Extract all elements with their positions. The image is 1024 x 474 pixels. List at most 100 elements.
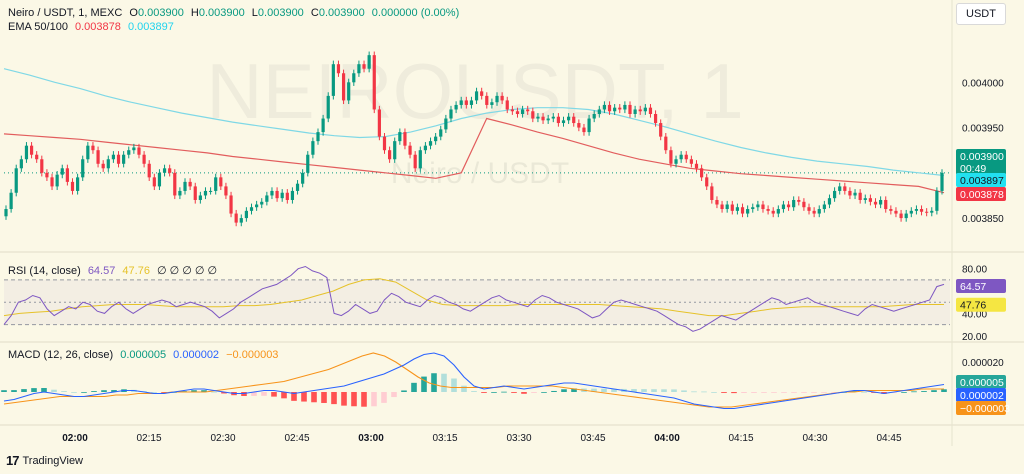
candle-body <box>812 210 816 214</box>
candle-body <box>434 136 438 142</box>
macd-histogram-bar <box>261 392 267 396</box>
candle-body <box>689 159 693 164</box>
candle-body <box>515 111 520 114</box>
rsi-legend: RSI (14, close) 64.57 47.76 ∅ ∅ ∅ ∅ ∅ <box>8 264 221 277</box>
candle-body <box>270 190 274 196</box>
rsi-ma-value: 47.76 <box>122 265 150 277</box>
candle-body <box>730 204 734 211</box>
currency-button[interactable]: USDT <box>956 3 1006 25</box>
candle-body <box>224 186 228 196</box>
tradingview-brand[interactable]: 17 TradingView <box>6 453 83 468</box>
macd-histogram-bar <box>281 392 287 399</box>
macd-signal-line <box>3 352 944 408</box>
candle-body <box>618 107 622 110</box>
macd-histogram-bar <box>631 389 637 392</box>
candle-body <box>520 109 525 114</box>
macd-line <box>3 352 945 410</box>
macd-histogram-bar <box>661 389 667 392</box>
candle-body <box>193 186 197 200</box>
macd-histogram-bar <box>861 391 867 393</box>
macd-histogram-bar <box>271 392 277 397</box>
rsi-axis-tick: 40.00 <box>962 309 987 320</box>
candle-body <box>469 100 474 105</box>
svg-text:47.76: 47.76 <box>960 300 986 312</box>
candle-body <box>14 168 18 193</box>
candle-body <box>607 104 612 112</box>
candle-body <box>183 181 187 191</box>
candle-body <box>280 192 284 199</box>
candle-body <box>188 181 192 187</box>
candle-body <box>868 198 872 202</box>
rsi-ma-tag: 47.76 <box>956 297 1006 312</box>
svg-text:00:49: 00:49 <box>960 163 986 175</box>
candle-body <box>474 91 479 101</box>
candle-body <box>423 145 428 151</box>
candle-body <box>858 192 862 200</box>
candle-body <box>648 107 653 114</box>
macd-histogram-bar <box>641 389 647 392</box>
candle-body <box>336 64 341 74</box>
macd-histogram-bar <box>291 392 297 401</box>
candle-body <box>331 64 335 96</box>
candle-body <box>638 109 642 112</box>
macd-histogram-bar <box>741 392 747 394</box>
candle-body <box>214 177 218 191</box>
candle-body <box>449 109 453 119</box>
macd-histogram-bar <box>411 382 417 392</box>
candle-body <box>735 207 740 211</box>
candle-body <box>587 118 591 133</box>
candle-body <box>459 100 463 105</box>
candle-body <box>367 55 371 69</box>
candle-body <box>643 107 647 112</box>
svg-text:0.003900: 0.003900 <box>960 151 1004 163</box>
macd-histogram-bar <box>821 392 827 393</box>
macd-histogram-bar <box>401 390 407 392</box>
rsi-line <box>3 265 945 332</box>
candle-body <box>930 210 934 213</box>
candle-body <box>838 186 842 191</box>
candle-body <box>653 113 658 124</box>
candle-body <box>326 95 330 119</box>
rsi-extra: ∅ ∅ ∅ ∅ ∅ <box>157 265 218 277</box>
macd-histogram-bar <box>91 391 97 392</box>
candle-body <box>96 150 100 164</box>
svg-text:0.000005: 0.000005 <box>960 377 1004 389</box>
macd-histogram-bar <box>571 388 577 392</box>
macd-histogram-bar <box>421 376 427 392</box>
candle-body <box>817 209 821 214</box>
macd-histogram-bar <box>31 388 37 392</box>
candle-body <box>766 209 770 211</box>
macd-histogram-bar <box>831 392 837 393</box>
macd-histogram-bar <box>71 392 77 393</box>
svg-text:0.000002: 0.000002 <box>960 390 1004 402</box>
watermark-symbol: NEIROUSDT, 1 <box>206 47 743 135</box>
time-axis-tick: 04:30 <box>802 433 827 444</box>
candle-body <box>843 186 847 191</box>
macd-histogram-bar <box>301 392 307 402</box>
candle-body <box>29 145 34 155</box>
time-axis-tick: 04:15 <box>728 433 753 444</box>
watermark-name: Neiro / USDT <box>391 157 569 190</box>
macd-histogram-bar <box>731 392 737 394</box>
rsi-axis-tick: 80.00 <box>962 265 987 276</box>
candle-body <box>684 154 688 160</box>
candle-body <box>178 190 182 196</box>
candle-body <box>802 201 806 208</box>
candle-body <box>700 168 704 178</box>
candle-body <box>249 207 254 211</box>
ema-label: EMA 50/100 <box>8 21 68 33</box>
candle-body <box>24 145 29 160</box>
candle-body <box>832 190 837 199</box>
macd-histogram-bar <box>431 373 437 392</box>
candle-body <box>275 190 279 199</box>
pair-label: Neiro / USDT, 1, MEXC <box>8 7 123 19</box>
ema50-line <box>3 117 945 194</box>
macd-histogram-bar <box>11 390 17 392</box>
macd-histogram-bar <box>451 378 457 392</box>
candle-body <box>393 141 397 160</box>
macd-histogram-bar <box>701 391 707 393</box>
candle-body <box>561 120 566 124</box>
candle-body <box>132 147 136 151</box>
rsi-ma-line <box>3 278 944 317</box>
